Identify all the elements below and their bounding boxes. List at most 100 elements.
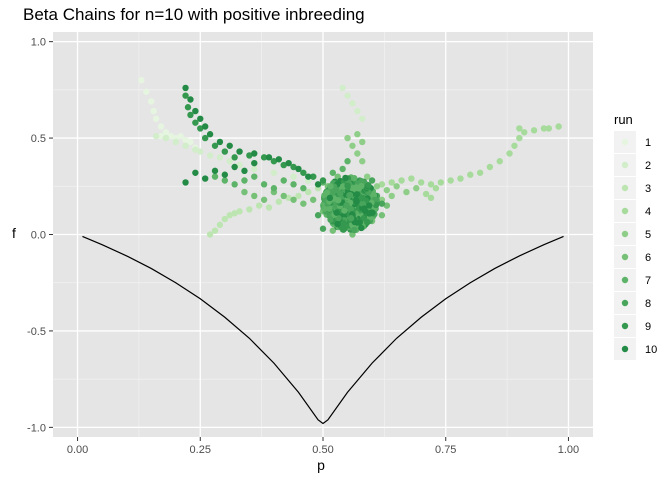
x-axis-ticks: 0.00 0.25 0.50 0.75 1.00 — [67, 437, 579, 456]
y-tick-label: -0.5 — [27, 326, 46, 338]
legend-key-dot — [621, 299, 629, 307]
data-point — [342, 174, 349, 182]
data-point — [157, 123, 165, 130]
data-point — [241, 167, 248, 175]
data-point — [349, 100, 356, 107]
data-point — [432, 185, 440, 192]
data-point — [496, 158, 503, 165]
data-point — [182, 179, 189, 186]
data-point — [236, 208, 243, 215]
data-point — [201, 175, 209, 182]
y-tick-label: 0.0 — [31, 230, 46, 242]
data-point — [184, 104, 192, 111]
data-point — [422, 190, 430, 198]
data-point — [285, 159, 292, 167]
data-point — [403, 188, 410, 196]
data-point — [260, 154, 268, 161]
data-point — [359, 158, 366, 165]
data-point — [354, 131, 361, 138]
data-point — [329, 227, 337, 234]
data-point — [359, 138, 366, 146]
data-point — [280, 192, 287, 200]
data-point — [388, 179, 395, 186]
data-point — [321, 205, 328, 212]
data-point — [226, 142, 233, 149]
x-axis-title: p — [317, 457, 325, 473]
data-point — [187, 96, 194, 103]
data-point — [295, 165, 302, 173]
data-point — [221, 177, 229, 184]
data-point — [354, 150, 361, 157]
data-point — [353, 191, 361, 198]
data-point — [334, 220, 341, 228]
data-point — [346, 192, 353, 199]
data-point — [427, 194, 435, 202]
data-point — [246, 152, 253, 159]
data-point — [251, 173, 258, 180]
data-point — [363, 173, 371, 180]
data-point — [383, 202, 391, 209]
data-point — [265, 204, 273, 211]
data-point — [388, 192, 395, 200]
legend: run 1 2 3 4 5 6 7 8 9 10 — [614, 112, 657, 360]
x-tick-label: 0.00 — [67, 444, 88, 456]
x-tick-label: 0.75 — [435, 444, 456, 456]
data-point — [358, 194, 366, 202]
data-point — [231, 163, 238, 171]
data-point — [231, 210, 238, 217]
legend-label: 6 — [645, 252, 651, 264]
data-point — [260, 196, 268, 203]
boundary-curve-group — [82, 235, 564, 425]
data-point — [347, 215, 355, 222]
data-point — [300, 169, 307, 176]
data-point — [251, 192, 258, 200]
data-point — [290, 181, 297, 188]
data-point — [216, 154, 224, 161]
data-point — [187, 111, 194, 119]
series-run-4 — [378, 123, 562, 202]
data-point — [333, 209, 340, 216]
x-tick-label: 1.00 — [558, 444, 579, 456]
data-point — [231, 154, 238, 161]
data-point — [192, 107, 199, 115]
data-point — [206, 152, 214, 159]
data-point — [246, 206, 253, 213]
data-point — [300, 185, 307, 192]
data-point — [378, 212, 386, 219]
data-point — [265, 154, 273, 161]
data-point — [319, 177, 327, 184]
data-point — [309, 173, 317, 180]
data-point — [231, 181, 238, 188]
data-point — [255, 202, 263, 209]
data-point — [162, 129, 170, 136]
data-point — [152, 132, 160, 140]
data-point — [260, 181, 268, 188]
data-point — [366, 210, 373, 217]
chart-title: Beta Chains for n=10 with positive inbre… — [23, 5, 365, 24]
data-point — [521, 129, 528, 136]
data-point — [358, 177, 365, 185]
data-point — [305, 173, 312, 180]
legend-key-dot — [621, 345, 629, 353]
data-point — [506, 150, 513, 157]
data-point — [365, 182, 372, 189]
x-tick-label: 0.25 — [190, 444, 211, 456]
data-point — [236, 161, 243, 169]
data-point — [270, 185, 278, 192]
data-point — [344, 92, 351, 99]
data-point — [457, 175, 464, 182]
data-point — [192, 169, 199, 176]
legend-key-dot — [621, 253, 629, 261]
data-point — [201, 123, 209, 130]
data-point — [398, 177, 405, 184]
series-run-2 — [152, 84, 366, 184]
data-point — [314, 181, 322, 188]
data-point — [280, 177, 287, 184]
data-point — [341, 207, 348, 214]
data-point — [337, 190, 344, 198]
data-point — [138, 77, 145, 84]
data-point — [206, 131, 214, 138]
data-point — [241, 177, 248, 184]
data-point — [290, 173, 297, 180]
y-tick-label: 0.5 — [31, 133, 46, 145]
